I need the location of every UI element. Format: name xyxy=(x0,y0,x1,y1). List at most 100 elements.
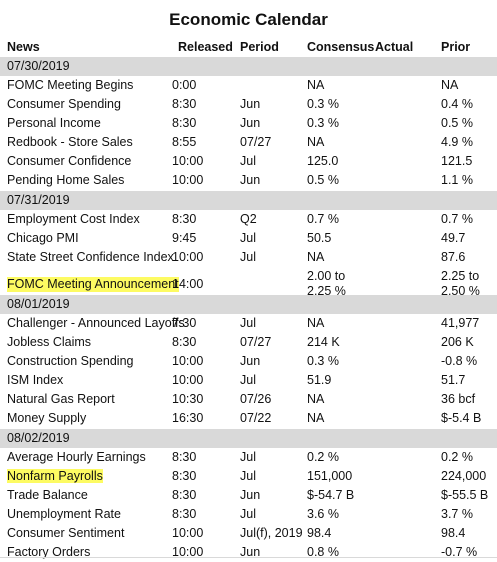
column-header-consensus: Consensus xyxy=(307,40,375,54)
released-cell: 8:30 xyxy=(172,116,197,130)
period-cell: Jun xyxy=(240,173,261,187)
released-cell: 10:00 xyxy=(172,373,204,387)
prior-cell-line2: 2.50 % xyxy=(441,284,480,298)
consensus-cell: 51.9 xyxy=(307,373,332,387)
prior-cell: 206 K xyxy=(441,335,474,349)
released-cell: 8:30 xyxy=(172,469,197,483)
news-cell: Consumer Confidence xyxy=(7,154,132,168)
released-cell: 8:30 xyxy=(172,507,197,521)
table-row: Personal Income 8:30 Jun 0.3 % 0.5 % xyxy=(0,114,497,133)
prior-cell: 36 bcf xyxy=(441,392,476,406)
period-cell: Jul xyxy=(240,154,256,168)
column-header-period: Period xyxy=(240,40,279,54)
period-cell: 07/22 xyxy=(240,411,272,425)
period-cell: Jun xyxy=(240,116,261,130)
prior-cell: 2.25 to 2.50 % xyxy=(441,269,480,299)
period-cell: 07/26 xyxy=(240,392,272,406)
prior-cell: 0.5 % xyxy=(441,116,473,130)
date-label: 07/30/2019 xyxy=(7,59,70,73)
consensus-cell: NA xyxy=(307,411,325,425)
news-cell: Employment Cost Index xyxy=(7,212,140,226)
prior-cell: 0.2 % xyxy=(441,450,473,464)
released-cell: 14:00 xyxy=(172,277,204,291)
prior-cell: 87.6 xyxy=(441,250,466,264)
consensus-cell: 50.5 xyxy=(307,231,332,245)
consensus-cell: NA xyxy=(307,250,325,264)
period-cell: Jun xyxy=(240,97,261,111)
prior-cell-line1: 2.25 to xyxy=(441,269,480,283)
table-row: Unemployment Rate 8:30 Jul 3.6 % 3.7 % xyxy=(0,505,497,524)
news-cell: Personal Income xyxy=(7,116,101,130)
period-cell: Jun xyxy=(240,545,261,559)
table-row: Nonfarm Payrolls 8:30 Jul 151,000 224,000 xyxy=(0,467,497,486)
news-cell: Natural Gas Report xyxy=(7,392,115,406)
table-row: Factory Orders 10:00 Jun 0.8 % -0.7 % xyxy=(0,543,497,562)
news-cell: FOMC Meeting Begins xyxy=(7,78,134,92)
released-cell: 10:30 xyxy=(172,392,204,406)
table-row: Jobless Claims 8:30 07/27 214 K 206 K xyxy=(0,333,497,352)
period-cell: Jul xyxy=(240,450,256,464)
period-cell: Jul xyxy=(240,316,256,330)
consensus-cell: 0.8 % xyxy=(307,545,339,559)
news-cell: Trade Balance xyxy=(7,488,88,502)
released-cell: 8:55 xyxy=(172,135,197,149)
prior-cell: NA xyxy=(441,78,459,92)
table-row: FOMC Meeting Begins 0:00 NA NA xyxy=(0,76,497,95)
news-cell: Construction Spending xyxy=(7,354,134,368)
column-header-news: News xyxy=(7,40,40,54)
consensus-cell-line1: 2.00 to xyxy=(307,269,346,283)
news-cell: Consumer Spending xyxy=(7,97,121,111)
period-cell: 07/27 xyxy=(240,335,272,349)
period-cell: 07/27 xyxy=(240,135,272,149)
news-cell: Money Supply xyxy=(7,411,87,425)
news-cell: Pending Home Sales xyxy=(7,173,125,187)
released-cell: 8:30 xyxy=(172,450,197,464)
column-header-released: Released xyxy=(178,40,233,54)
date-header: 07/30/2019 xyxy=(0,57,497,76)
prior-cell: 0.4 % xyxy=(441,97,473,111)
news-cell: ISM Index xyxy=(7,373,64,387)
news-cell: Redbook - Store Sales xyxy=(7,135,133,149)
news-cell: State Street Confidence Index xyxy=(7,250,174,264)
prior-cell: $-5.4 B xyxy=(441,411,482,425)
released-cell: 8:30 xyxy=(172,335,197,349)
table-bottom-divider xyxy=(0,557,497,558)
table-row: ISM Index 10:00 Jul 51.9 51.7 xyxy=(0,371,497,390)
period-cell: Jun xyxy=(240,354,261,368)
released-cell: 9:45 xyxy=(172,231,197,245)
prior-cell: $-55.5 B xyxy=(441,488,489,502)
news-cell: Nonfarm Payrolls xyxy=(7,469,103,483)
table-row: Consumer Sentiment 10:00 Jul(f), 2019 98.4 9… xyxy=(0,524,497,543)
table-row: Pending Home Sales 10:00 Jun 0.5 % 1.1 % xyxy=(0,171,497,190)
table-row: Trade Balance 8:30 Jun $-54.7 B $-55.5 B xyxy=(0,486,497,505)
released-cell: 16:30 xyxy=(172,411,204,425)
consensus-cell-line2: 2.25 % xyxy=(307,284,346,298)
prior-cell: 3.7 % xyxy=(441,507,473,521)
consensus-cell: 0.5 % xyxy=(307,173,339,187)
released-cell: 8:30 xyxy=(172,212,197,226)
column-header-prior: Prior xyxy=(441,40,471,54)
consensus-cell: 0.3 % xyxy=(307,116,339,130)
released-cell: 10:00 xyxy=(172,526,204,540)
news-cell: Chicago PMI xyxy=(7,231,79,245)
period-cell: Jul xyxy=(240,373,256,387)
released-cell: 0:00 xyxy=(172,78,197,92)
consensus-cell: $-54.7 B xyxy=(307,488,355,502)
consensus-cell: 98.4 xyxy=(307,526,332,540)
table-row: Challenger - Announced Layoffs 7:30 Jul NA 4… xyxy=(0,314,497,333)
consensus-cell: NA xyxy=(307,78,325,92)
consensus-cell: 0.3 % xyxy=(307,97,339,111)
table-row: Redbook - Store Sales 8:55 07/27 NA 4.9 % xyxy=(0,133,497,152)
prior-cell: 1.1 % xyxy=(441,173,473,187)
released-cell: 10:00 xyxy=(172,354,204,368)
prior-cell: 49.7 xyxy=(441,231,466,245)
prior-cell: 224,000 xyxy=(441,469,487,483)
consensus-cell: 0.3 % xyxy=(307,354,339,368)
date-label: 08/02/2019 xyxy=(7,431,70,445)
news-cell: Factory Orders xyxy=(7,545,91,559)
period-cell: Jul xyxy=(240,469,256,483)
table-row: Money Supply 16:30 07/22 NA $-5.4 B xyxy=(0,409,497,428)
released-cell: 10:00 xyxy=(172,154,204,168)
news-cell: Jobless Claims xyxy=(7,335,92,349)
date-header: 07/31/2019 xyxy=(0,191,497,210)
